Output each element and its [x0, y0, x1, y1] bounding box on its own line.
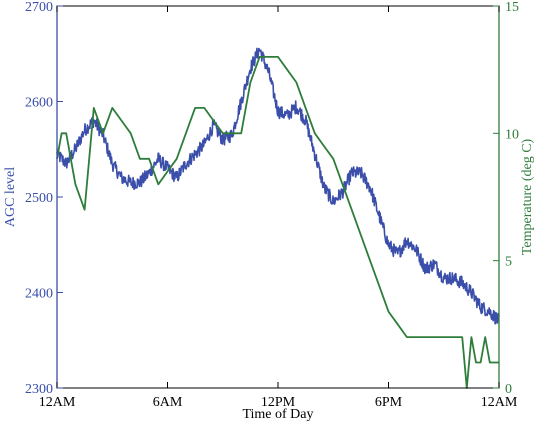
right-axis-ticks: 0 5 10 15 [493, 0, 519, 397]
right-tick-label: 5 [505, 255, 512, 270]
left-tick-label: 2600 [25, 96, 53, 111]
temperature-series-layer [56, 56, 499, 389]
right-axis-label: Temperature (deg C) [520, 138, 535, 255]
agc-level-line [56, 47, 500, 325]
x-axis-ticks: 12AM 6AM 12PM 6PM 12AM [39, 6, 518, 410]
right-tick-label: 0 [505, 382, 512, 397]
left-tick-label: 2700 [25, 0, 53, 15]
plot-frame [56, 5, 500, 389]
left-tick-label: 2400 [25, 287, 53, 302]
x-tick-label: 12PM [261, 395, 296, 410]
left-tick-label: 2500 [25, 191, 53, 206]
left-axis-ticks: 2300 2400 2500 2600 2700 [25, 0, 63, 397]
x-tick-label: 6PM [375, 395, 403, 410]
right-tick-label: 10 [505, 127, 519, 142]
x-axis-label: Time of Day [242, 407, 313, 422]
right-tick-label: 15 [505, 0, 519, 15]
left-axis-label: AGC level [3, 167, 18, 227]
x-tick-label: 12AM [39, 395, 76, 410]
agc-series-layer [56, 47, 500, 325]
left-tick-label: 2300 [25, 382, 53, 397]
temperature-line [56, 56, 499, 389]
x-tick-label: 6AM [153, 395, 183, 410]
x-tick-label: 12AM [481, 395, 518, 410]
